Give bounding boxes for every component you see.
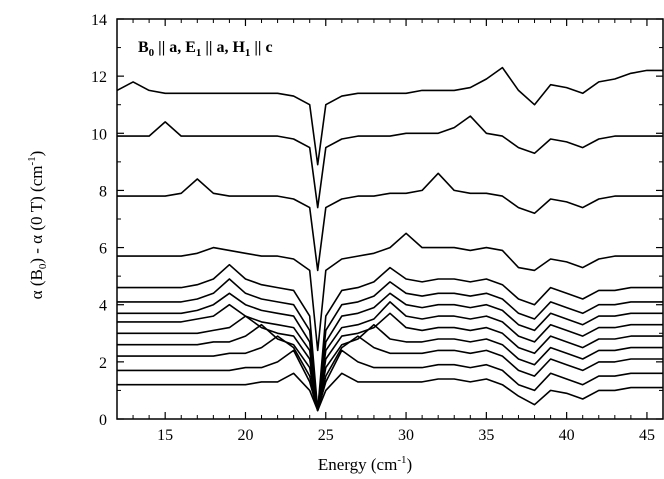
- y-tick-label: 8: [99, 183, 107, 200]
- series-line-6: [117, 293, 663, 410]
- y-tick-label: 0: [99, 412, 107, 429]
- series-line-12: [117, 68, 663, 165]
- y-tick-label: 6: [99, 241, 107, 258]
- y-tick-label: 4: [99, 298, 107, 315]
- y-axis-title: α (B0) - α (0 T) (cm-1): [26, 151, 49, 300]
- series-line-8: [117, 265, 663, 411]
- x-tick-label: 25: [318, 427, 334, 444]
- y-tick-label: 14: [91, 12, 107, 29]
- series-group: [117, 68, 663, 411]
- series-line-1: [117, 350, 663, 410]
- x-tick-label: 45: [639, 427, 655, 444]
- x-tick-label: 40: [559, 427, 575, 444]
- x-tick-label: 20: [237, 427, 253, 444]
- field-orientation-annotation: B0 || a, E1 || a, H1 || c: [138, 39, 273, 59]
- y-tick-label: 10: [91, 126, 107, 143]
- x-tick-label: 30: [398, 427, 414, 444]
- series-line-4: [117, 313, 663, 410]
- y-tick-label: 2: [99, 355, 107, 372]
- tick-labels: 15 20 25 30 35 40 45 0 2 4 6 8 10 12 14: [91, 12, 655, 444]
- x-tick-label: 15: [157, 427, 173, 444]
- y-tick-label: 12: [91, 69, 107, 86]
- x-tick-label: 35: [478, 427, 494, 444]
- series-line-10: [117, 173, 663, 270]
- x-axis-title: Energy (cm-1): [318, 454, 412, 474]
- series-line-0: [117, 373, 663, 410]
